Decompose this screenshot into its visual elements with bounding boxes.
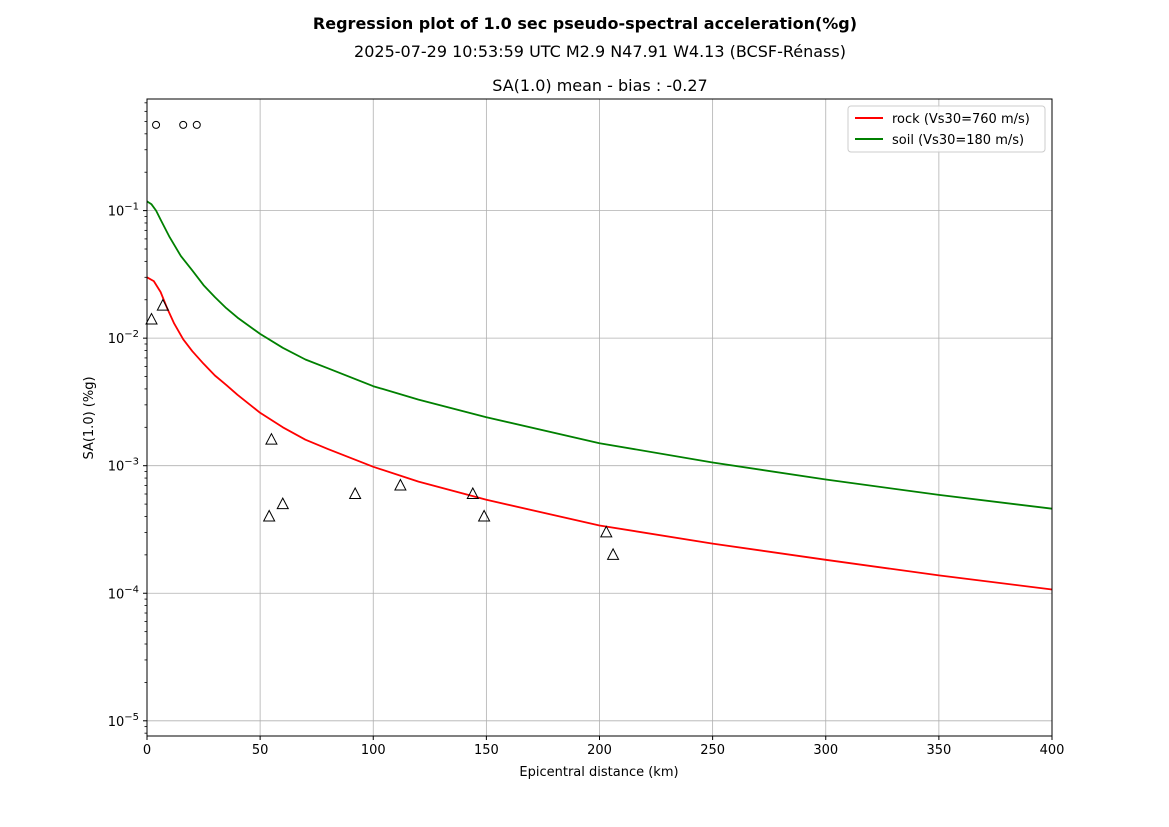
- triangle-marker: [265, 432, 278, 445]
- axes-title: SA(1.0) mean - bias : -0.27: [492, 76, 707, 95]
- x-tick-label: 350: [926, 743, 951, 758]
- series-line-1: [146, 200, 1053, 510]
- y-tick-label: 10−2: [108, 329, 139, 347]
- plot-frame: [146, 98, 1053, 737]
- x-tick-label: 400: [1040, 743, 1065, 758]
- circle-marker: [192, 120, 201, 129]
- triangle-marker: [599, 525, 613, 538]
- triangle-marker: [156, 298, 170, 311]
- chart-title: Regression plot of 1.0 sec pseudo-spectr…: [313, 14, 857, 33]
- x-tick-label: 300: [813, 743, 838, 758]
- x-tick-label: 100: [361, 743, 386, 758]
- legend-box: [847, 105, 1046, 153]
- y-tick-label: 10−3: [108, 457, 139, 475]
- series-line-0: [146, 276, 1053, 591]
- y-tick-label: 10−4: [108, 584, 139, 602]
- x-tick-label: 150: [474, 743, 499, 758]
- legend-soil-label: soil (Vs30=180 m/s): [892, 133, 1024, 148]
- triangle-marker: [477, 509, 491, 522]
- x-tick-label: 50: [252, 743, 269, 758]
- circle-marker: [152, 120, 161, 129]
- y-axis-label: SA(1.0) (%g): [82, 376, 97, 459]
- triangle-marker: [394, 478, 407, 491]
- plot-area: [145, 120, 1053, 591]
- triangle-marker: [276, 497, 290, 510]
- axis-ticks: 0 50 100 150 200 250 300 350 400 10−5 10−4 10−3 10−2…: [108, 102, 1065, 758]
- x-axis-label: Epicentral distance (km): [519, 765, 678, 780]
- triangle-marker: [466, 486, 480, 500]
- legend-rock-label: rock (Vs30=760 m/s): [892, 112, 1030, 127]
- triangle-marker: [348, 486, 362, 500]
- x-tick-label: 250: [700, 743, 725, 758]
- chart-subtitle: 2025-07-29 10:53:59 UTC M2.9 N47.91 W4.1…: [354, 42, 846, 61]
- legend: rock (Vs30=760 m/s) soil (Vs30=180 m/s): [847, 105, 1046, 153]
- triangle-marker: [606, 547, 620, 560]
- x-tick-label: 0: [143, 743, 151, 758]
- y-tick-label: 10−1: [108, 202, 139, 220]
- circle-marker: [179, 120, 188, 129]
- grid-lines: [146, 99, 1053, 736]
- x-tick-label: 200: [587, 743, 612, 758]
- triangle-marker: [145, 312, 158, 325]
- triangle-marker: [262, 509, 276, 522]
- y-tick-label: 10−5: [108, 712, 139, 730]
